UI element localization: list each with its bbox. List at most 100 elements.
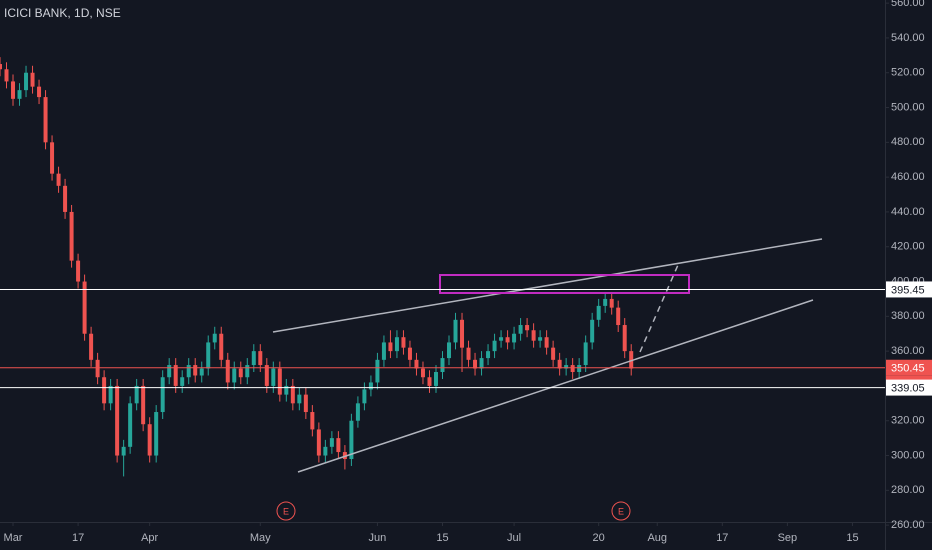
candle-body xyxy=(375,359,380,383)
candle-body xyxy=(394,337,399,352)
candle-body xyxy=(479,358,484,369)
candle-body xyxy=(590,319,595,343)
x-tick-label: May xyxy=(250,532,271,544)
candle-body xyxy=(616,307,621,326)
candle-body xyxy=(603,298,608,306)
y-tick-label: 520.00 xyxy=(891,67,925,79)
candle-body xyxy=(154,412,159,456)
candle-body xyxy=(160,377,165,413)
price-level-label: 350.45 xyxy=(891,363,925,375)
y-tick-label: 420.00 xyxy=(891,241,925,253)
candle-body xyxy=(512,333,517,343)
trend-line xyxy=(272,238,823,333)
candle-body xyxy=(407,347,412,360)
x-tick-label: 15 xyxy=(436,532,448,544)
candle-body xyxy=(531,330,536,341)
candle-body xyxy=(147,424,152,456)
candle-body xyxy=(316,429,321,456)
y-tick-label: 260.00 xyxy=(891,519,925,531)
candle-body xyxy=(238,368,243,378)
x-tick-label: 17 xyxy=(72,532,84,544)
x-tick-label: 17 xyxy=(716,532,728,544)
candle-body xyxy=(499,337,504,341)
candle-body xyxy=(414,359,419,369)
price-level-label: 339.05 xyxy=(891,382,925,394)
candle-body xyxy=(271,368,276,386)
event-marker xyxy=(611,501,631,521)
candle-body xyxy=(225,359,230,383)
candle-body xyxy=(622,325,627,352)
candle-body xyxy=(368,382,373,390)
price-level-tag xyxy=(886,281,932,298)
candle-body xyxy=(167,365,172,378)
candle-body xyxy=(95,359,100,378)
candle-body xyxy=(56,173,61,186)
candle-body xyxy=(128,403,133,447)
candle-body xyxy=(206,342,211,369)
candle-body xyxy=(447,342,452,359)
candle-body xyxy=(433,372,438,386)
candle-body xyxy=(486,351,491,359)
y-tick-label: 480.00 xyxy=(891,136,925,148)
candle-body xyxy=(329,438,334,447)
candle-body xyxy=(349,420,354,460)
candle-body xyxy=(609,298,614,308)
candle-body xyxy=(141,385,146,425)
candle-body xyxy=(577,365,582,373)
y-tick-label: 540.00 xyxy=(891,32,925,44)
candle-body xyxy=(284,385,289,395)
y-tick-label: 280.00 xyxy=(891,484,925,496)
candle-body xyxy=(4,69,9,82)
candle-body xyxy=(323,446,328,456)
candle-body xyxy=(466,347,471,360)
candle-body xyxy=(336,438,341,453)
candle-body xyxy=(180,377,185,386)
x-tick-label: 20 xyxy=(593,532,605,544)
candle-body xyxy=(24,72,29,91)
y-tick-label: 360.00 xyxy=(891,345,925,357)
y-tick-label: 300.00 xyxy=(891,449,925,461)
candle-body xyxy=(258,351,263,366)
candle-body xyxy=(277,368,282,395)
candle-body xyxy=(297,394,302,404)
candle-body xyxy=(551,347,556,360)
y-tick-label: 320.00 xyxy=(891,415,925,427)
candle-body xyxy=(89,333,94,360)
candle-body xyxy=(264,365,269,386)
candle-body xyxy=(460,319,465,348)
candle-body xyxy=(134,385,139,404)
y-tick-label: 560.00 xyxy=(891,0,925,9)
candle-body xyxy=(473,359,478,369)
chart-title: ICICI BANK, 1D, NSE xyxy=(4,6,121,20)
candle-body xyxy=(505,337,510,343)
candle-body xyxy=(251,351,256,366)
candle-body xyxy=(290,385,295,404)
candle-body xyxy=(17,90,22,99)
candle-body xyxy=(108,385,113,404)
candle-body xyxy=(427,377,432,386)
y-tick-label: 440.00 xyxy=(891,206,925,218)
candle-body xyxy=(362,389,367,404)
candle-body xyxy=(401,337,406,348)
candle-body xyxy=(193,365,198,376)
candle-body xyxy=(30,72,35,87)
x-tick-label: Jun xyxy=(369,532,387,544)
candle-body xyxy=(544,337,549,348)
price-level-tag xyxy=(886,379,932,396)
x-tick-label: Apr xyxy=(141,532,158,544)
candle-body xyxy=(115,385,120,456)
candle-body xyxy=(629,351,634,369)
x-tick-label: Sep xyxy=(778,532,798,544)
candle-body xyxy=(69,211,74,261)
candle-body xyxy=(303,394,308,413)
x-tick-label: Mar xyxy=(4,532,23,544)
candle-body xyxy=(564,365,569,369)
candle-body xyxy=(212,333,217,343)
candle-body xyxy=(63,185,68,212)
y-tick-label: 500.00 xyxy=(891,101,925,113)
candle-body xyxy=(583,342,588,366)
candle-body xyxy=(43,97,48,143)
candle-body xyxy=(420,368,425,378)
candle-body xyxy=(342,452,347,460)
